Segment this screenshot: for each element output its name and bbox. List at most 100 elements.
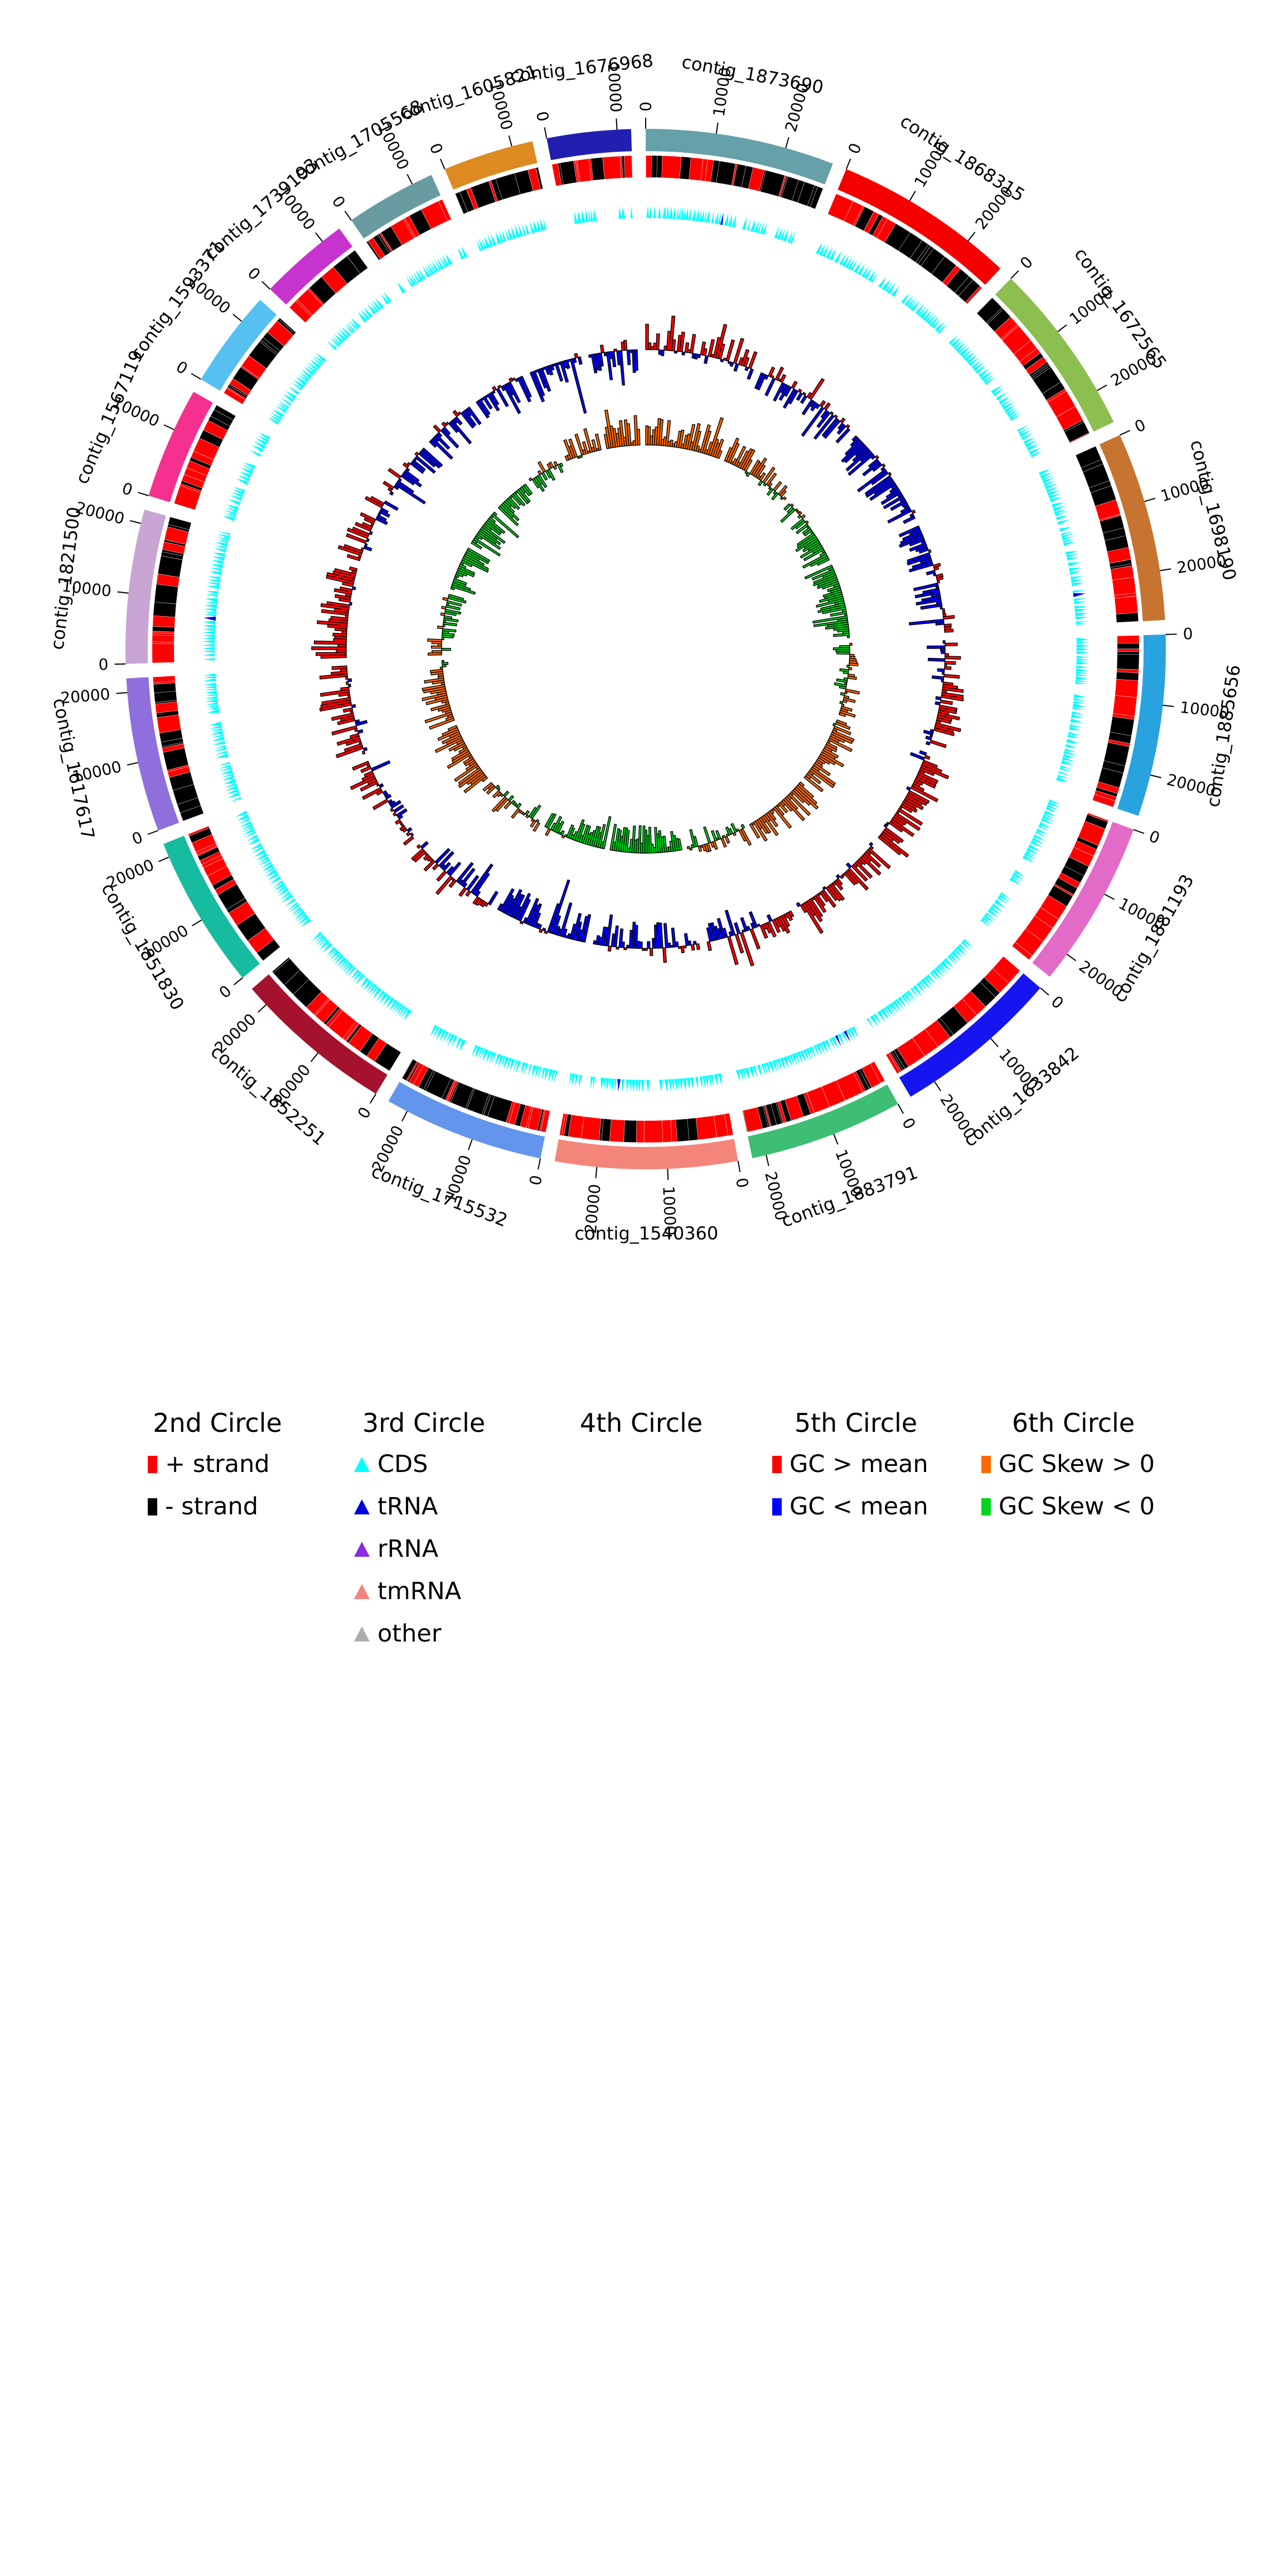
strand-segment: [761, 170, 785, 197]
strand-segment: [162, 742, 184, 748]
feature-triangle: [244, 462, 256, 469]
feature-triangle: [442, 255, 449, 267]
contig-arc: [351, 175, 441, 239]
feature-triangle: [926, 974, 936, 985]
gc-bar: [389, 491, 394, 496]
tick-label: 0: [845, 141, 865, 157]
feature-triangle: [1006, 407, 1018, 415]
gc-bar: [944, 661, 956, 665]
feature-triangle: [204, 682, 216, 686]
strand-segment: [1091, 486, 1116, 506]
strand-segment: [153, 682, 176, 693]
gc-bar: [734, 933, 744, 954]
feature-triangle: [262, 863, 274, 871]
gc-bar: [519, 921, 524, 925]
feature-triangle: [617, 1079, 621, 1092]
gc-skew-bar: [715, 830, 722, 840]
gc-skew-bar: [441, 727, 459, 737]
gc-bar: [414, 455, 436, 474]
gc-skew-bar: [444, 608, 462, 615]
feature-triangle: [506, 1058, 512, 1070]
gc-bar: [376, 514, 387, 522]
feature-triangle: [283, 394, 294, 403]
feature-triangle: [585, 210, 589, 222]
feature-triangle: [351, 318, 361, 328]
feature-triangle: [626, 1079, 630, 1092]
gc-skew-bar: [516, 802, 522, 809]
gc-bar: [923, 729, 934, 736]
gc-bar: [911, 509, 916, 515]
gc-bar: [357, 729, 364, 734]
strand-segment: [657, 156, 662, 178]
feature-triangle: [885, 1005, 894, 1016]
feature-triangle: [376, 990, 385, 1001]
strand-segment: [261, 337, 280, 354]
gc-bar: [879, 833, 909, 858]
gc-skew-bar: [816, 757, 826, 765]
gc-skew-bar: [551, 816, 563, 832]
gc-skew-bar: [809, 768, 835, 788]
gc-skew-bar: [441, 647, 451, 651]
feature-triangle: [794, 1052, 800, 1065]
feature-triangle: [348, 320, 358, 330]
gc-skew-bar: [591, 439, 598, 452]
strand-segment: [189, 828, 212, 843]
strand-segment: [1115, 679, 1139, 698]
feature-triangle: [210, 568, 222, 572]
feature-triangle: [487, 235, 493, 247]
legend-item-label: CDS: [377, 1450, 428, 1479]
gc-bar: [933, 727, 955, 737]
gc-bar: [834, 414, 838, 419]
gc-bar: [740, 348, 750, 367]
gc-skew-bar: [473, 537, 501, 556]
cds-ring: [202, 206, 1089, 1092]
feature-triangle: [1075, 612, 1088, 617]
feature-triangle: [837, 1033, 845, 1045]
gc-skew-bar: [568, 438, 578, 458]
gc-bar: [693, 941, 697, 945]
feature-triangle: [757, 1064, 762, 1077]
strand-segment: [375, 1043, 401, 1071]
feature-triangle: [961, 941, 971, 951]
feature-triangle: [1075, 680, 1088, 682]
feature-triangle: [202, 631, 215, 635]
gc-bar: [349, 733, 360, 739]
strand-segment: [181, 481, 202, 491]
gc-skew-bar: [609, 824, 617, 851]
feature-triangle: [1044, 480, 1056, 487]
feature-triangle: [213, 553, 226, 558]
gc-bar: [572, 357, 577, 364]
gc-skew-bar: [447, 725, 458, 732]
tick-label: 20000: [60, 685, 111, 707]
gc-bar: [611, 933, 616, 947]
feature-triangle: [229, 797, 242, 802]
strand-segment: [844, 201, 863, 226]
strand-segment: [152, 643, 175, 663]
gc-skew-bar: [817, 755, 831, 765]
gc-bar: [767, 366, 776, 377]
strand-segment: [1087, 813, 1108, 822]
feature-triangle: [360, 977, 370, 988]
gc-bar: [601, 926, 607, 946]
gc-skew-bar: [811, 568, 835, 581]
gc-bar: [788, 389, 799, 405]
feature-triangle: [962, 349, 972, 359]
gc-bar: [390, 800, 402, 809]
gc-skew-bar: [698, 845, 703, 852]
gc-skew-bar: [710, 830, 718, 842]
gc-bar: [674, 350, 678, 354]
feature-triangle: [575, 1074, 579, 1087]
gc-skew-bar: [546, 468, 556, 481]
tick-label: 0: [637, 101, 655, 112]
feature-triangle: [278, 888, 289, 897]
feature-triangle: [445, 1033, 452, 1045]
gc-bar: [645, 323, 649, 350]
strand-segment: [992, 956, 1020, 984]
strand-segment: [836, 1072, 863, 1101]
gc-bar: [360, 779, 379, 792]
gc-bar: [669, 316, 676, 351]
feature-triangle: [593, 209, 597, 221]
gc-skew-bar: [604, 409, 614, 449]
gc-skew-bar: [753, 820, 768, 842]
